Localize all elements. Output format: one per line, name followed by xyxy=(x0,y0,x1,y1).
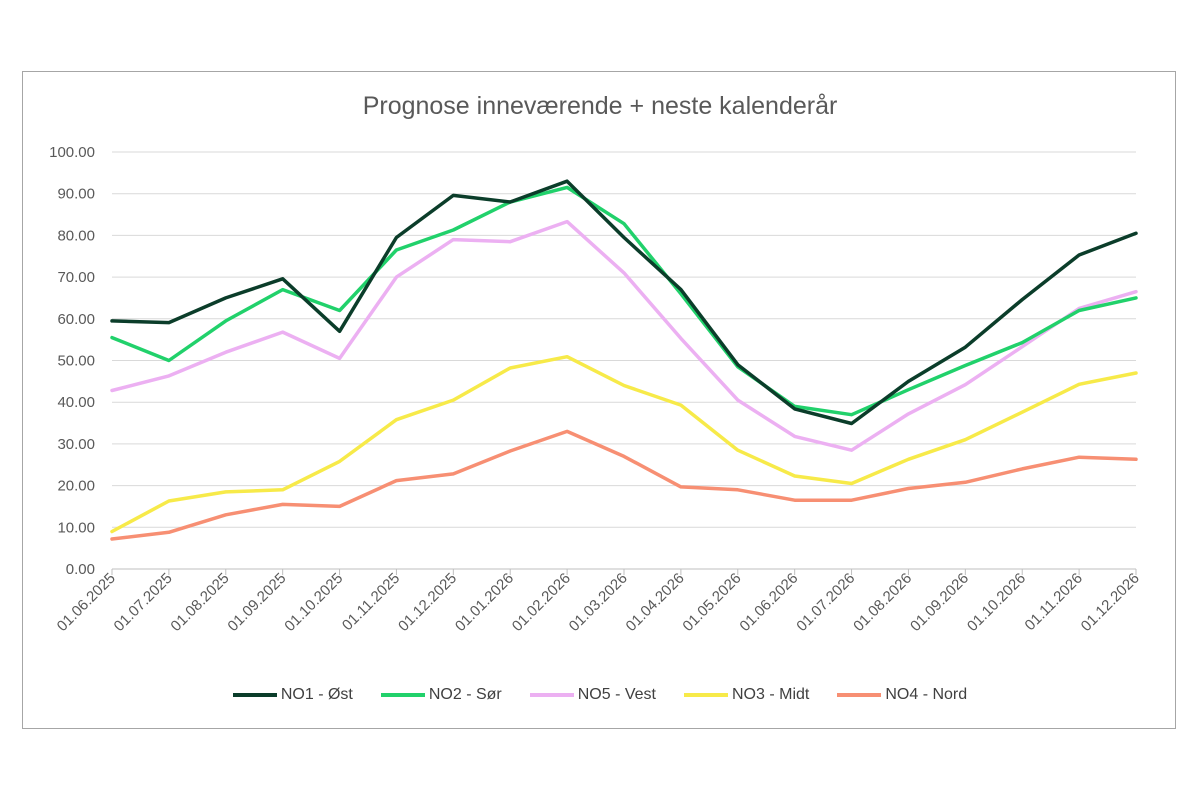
x-tick-label: 01.07.2025 xyxy=(111,570,176,635)
x-tick-label: 01.06.2025 xyxy=(54,570,119,635)
legend-swatch xyxy=(232,693,277,697)
y-tick-label: 80.00 xyxy=(57,227,95,244)
legend-item: NO1 - Øst xyxy=(232,686,353,704)
x-tick-label: 01.03.2026 xyxy=(566,570,631,635)
x-tick-label: 01.06.2026 xyxy=(736,570,801,635)
x-tick-label: 01.11.2026 xyxy=(1022,570,1086,634)
legend-item: NO3 - Midt xyxy=(684,686,809,704)
y-tick-label: 60.00 xyxy=(57,311,95,328)
x-tick-label: 01.02.2026 xyxy=(509,570,574,635)
series-line-no5 xyxy=(110,219,1138,452)
series-line-no2 xyxy=(110,185,1138,417)
legend-item: NO2 - Sør xyxy=(380,686,502,704)
chart-frame xyxy=(22,71,1176,729)
legend-swatch xyxy=(529,693,574,697)
series-line-no4 xyxy=(110,429,1138,541)
legend-label: NO5 - Vest xyxy=(577,686,656,703)
chart-title: Prognose inneværende + neste kalenderår xyxy=(362,92,838,120)
x-tick-label: 01.12.2026 xyxy=(1078,570,1143,635)
x-tick-label: 01.07.2026 xyxy=(793,570,858,635)
axes xyxy=(111,568,1137,575)
x-tick-label: 01.04.2026 xyxy=(623,570,688,635)
legend-swatch xyxy=(684,693,728,697)
legend-item: NO5 - Vest xyxy=(529,686,656,704)
series-line-no3 xyxy=(110,354,1138,534)
y-tick-label: 70.00 xyxy=(57,269,95,286)
y-tick-label: 20.00 xyxy=(57,478,95,495)
legend-item: NO4 - Nord xyxy=(837,686,967,704)
x-tick-label: 01.08.2025 xyxy=(167,570,232,635)
legend-label: NO1 - Øst xyxy=(280,686,353,703)
legend-label: NO3 - Midt xyxy=(732,686,810,703)
x-tick-label: 01.09.2026 xyxy=(907,570,972,635)
x-tick-label: 01.08.2026 xyxy=(850,570,915,635)
tick-labels: 0.00 10.00 20.00 30.00 40.00 50.00 60.00 70.00 8… xyxy=(49,144,1143,635)
x-tick-label: 01.10.2025 xyxy=(281,570,346,635)
legend-label: NO2 - Sør xyxy=(428,686,502,703)
y-tick-label: 50.00 xyxy=(57,353,95,370)
x-tick-label: 01.10.2026 xyxy=(964,570,1029,635)
legend-swatch xyxy=(837,693,882,697)
x-tick-label: 01.01.2026 xyxy=(452,570,517,635)
legend-swatch xyxy=(380,693,425,697)
x-tick-label: 01.05.2026 xyxy=(679,570,744,635)
y-tick-label: 90.00 xyxy=(57,186,95,203)
y-tick-label: 30.00 xyxy=(57,436,95,453)
y-tick-label: 40.00 xyxy=(57,394,95,411)
y-tick-label: 0.00 xyxy=(66,561,95,578)
series-line-no1 xyxy=(110,179,1138,426)
x-tick-label: 01.12.2025 xyxy=(395,570,460,635)
y-tick-label: 100.00 xyxy=(49,144,95,161)
x-tick-label: 01.09.2025 xyxy=(224,570,289,635)
legend-label: NO4 - Nord xyxy=(885,686,968,703)
y-tick-label: 10.00 xyxy=(57,519,95,536)
chart-legend: NO1 - Øst NO2 - Sør NO5 - Vest NO3 - Midt NO… xyxy=(0,686,1200,704)
x-tick-label: 01.11.2025 xyxy=(339,570,403,634)
series-lines xyxy=(110,179,1138,541)
